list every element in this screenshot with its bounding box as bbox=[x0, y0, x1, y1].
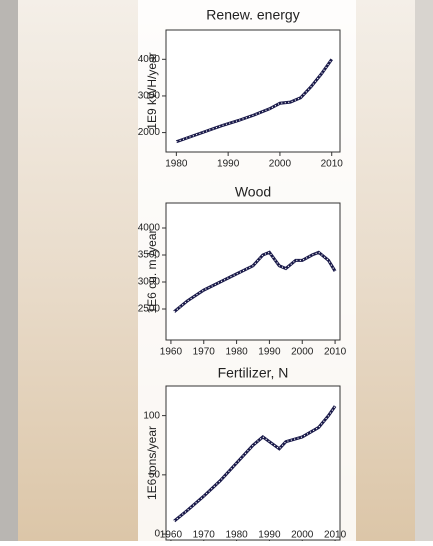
y-tick-label: 3500 bbox=[138, 250, 161, 261]
x-tick-label: 2010 bbox=[324, 530, 347, 541]
x-tick-label: 1980 bbox=[225, 347, 248, 358]
chart-title: Fertilizer, N bbox=[218, 365, 289, 381]
right-border bbox=[415, 0, 433, 541]
plot-area bbox=[166, 203, 340, 340]
y-tick-label: 2500 bbox=[138, 304, 161, 315]
x-tick-label: 2000 bbox=[291, 347, 314, 358]
y-tick-label: 100 bbox=[143, 410, 160, 421]
x-tick-label: 2000 bbox=[291, 530, 314, 541]
x-tick-label: 1990 bbox=[258, 530, 281, 541]
y-tick-label: 50 bbox=[149, 469, 161, 480]
plot-area bbox=[166, 386, 340, 540]
x-tick-label: 1960 bbox=[160, 530, 183, 541]
chart-title: Wood bbox=[235, 184, 271, 200]
y-tick-label: 2000 bbox=[138, 127, 161, 138]
y-tick-label: 4000 bbox=[138, 54, 161, 65]
x-tick-label: 2000 bbox=[269, 159, 292, 170]
page: Renew. energy1E9 kWH/year200030004000198… bbox=[0, 0, 433, 546]
y-tick-label: 4000 bbox=[138, 223, 161, 234]
x-tick-label: 1970 bbox=[193, 347, 216, 358]
x-tick-label: 1980 bbox=[165, 159, 188, 170]
x-tick-label: 1990 bbox=[258, 347, 281, 358]
plot-area bbox=[166, 30, 340, 152]
y-tick-label: 3000 bbox=[138, 91, 161, 102]
x-tick-label: 2010 bbox=[321, 159, 344, 170]
x-tick-label: 2010 bbox=[324, 347, 347, 358]
y-axis-label: 1E6 tons/year bbox=[145, 426, 159, 500]
y-axis-label: 1E6 cu. m./year bbox=[145, 229, 159, 313]
x-tick-label: 1970 bbox=[193, 530, 216, 541]
x-tick-label: 1990 bbox=[217, 159, 240, 170]
x-tick-label: 1980 bbox=[225, 530, 248, 541]
chart-title: Renew. energy bbox=[206, 7, 299, 23]
x-tick-label: 1960 bbox=[160, 347, 183, 358]
left-border bbox=[0, 0, 18, 541]
y-tick-label: 3000 bbox=[138, 277, 161, 288]
screen: Renew. energy1E9 kWH/year200030004000198… bbox=[0, 0, 433, 541]
